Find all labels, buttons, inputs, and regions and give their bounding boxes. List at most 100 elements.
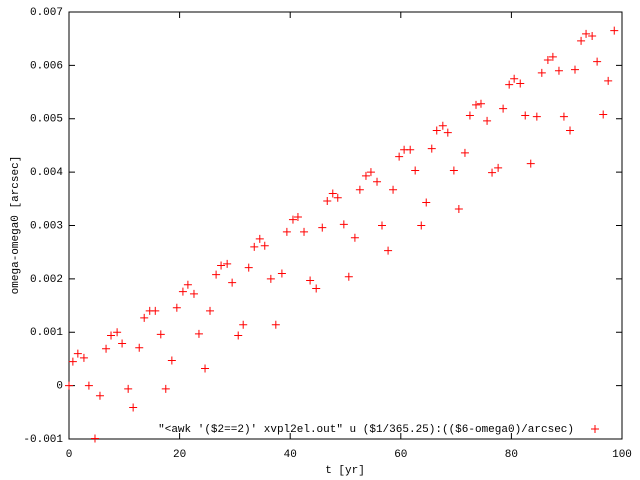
point	[355, 185, 364, 194]
point	[79, 353, 88, 362]
point	[217, 261, 226, 270]
point	[339, 220, 348, 229]
x-tick-label: 40	[284, 449, 297, 461]
point	[140, 313, 149, 322]
y-tick-label: 0.007	[30, 7, 63, 19]
point	[323, 196, 332, 205]
point	[223, 259, 232, 268]
point	[366, 168, 375, 177]
point	[488, 168, 497, 177]
point	[306, 276, 315, 285]
point	[422, 198, 431, 207]
y-tick-label: 0.004	[30, 167, 63, 179]
point	[118, 339, 127, 348]
point	[350, 233, 359, 242]
point	[454, 204, 463, 213]
point	[183, 280, 192, 289]
point	[161, 384, 170, 393]
point	[532, 112, 541, 121]
point	[588, 32, 597, 41]
point	[537, 68, 546, 77]
point	[90, 434, 99, 443]
point	[84, 381, 93, 390]
point	[526, 159, 535, 168]
point	[505, 80, 514, 89]
point	[476, 99, 485, 108]
y-axis-label: omega-omega0 [arcsec]	[10, 156, 22, 295]
point	[377, 221, 386, 230]
point	[73, 349, 82, 358]
point	[250, 242, 259, 251]
point	[312, 284, 321, 293]
point	[411, 166, 420, 175]
point	[566, 126, 575, 135]
point	[156, 330, 165, 339]
point	[172, 303, 181, 312]
point	[266, 274, 275, 283]
point	[417, 221, 426, 230]
point	[113, 328, 122, 337]
point	[151, 306, 160, 315]
point	[554, 66, 563, 75]
point	[95, 391, 104, 400]
point	[65, 381, 73, 390]
point	[135, 343, 144, 352]
point	[201, 364, 210, 373]
point	[107, 331, 116, 340]
y-tick-label: 0.001	[30, 327, 63, 339]
point	[361, 171, 370, 180]
point	[300, 227, 309, 236]
point	[344, 272, 353, 281]
point	[582, 29, 591, 38]
point	[189, 289, 198, 298]
point	[548, 52, 557, 61]
y-tick-label: -0.001	[23, 434, 63, 446]
point	[206, 306, 215, 315]
point	[449, 166, 458, 175]
point	[483, 116, 492, 125]
point	[438, 121, 447, 130]
point	[472, 100, 481, 109]
point	[239, 320, 248, 329]
y-tick-label: 0.002	[30, 274, 63, 286]
point	[443, 128, 452, 137]
point	[406, 145, 415, 154]
point	[559, 112, 568, 121]
y-tick-label: 0.006	[30, 60, 63, 72]
point	[460, 148, 469, 157]
point	[68, 357, 77, 366]
point	[494, 163, 503, 172]
point	[260, 241, 269, 250]
legend-marker	[591, 425, 599, 433]
point	[499, 104, 508, 113]
point	[373, 177, 382, 186]
point	[271, 320, 280, 329]
point	[593, 57, 602, 66]
point	[427, 144, 436, 153]
point	[543, 56, 552, 65]
point	[610, 26, 619, 35]
x-tick-label: 60	[394, 449, 407, 461]
point	[577, 36, 586, 45]
y-tick-label: 0	[56, 381, 63, 393]
point	[395, 152, 404, 161]
point	[389, 185, 398, 194]
x-axis-label: t [yr]	[325, 465, 365, 477]
point	[194, 329, 203, 338]
point	[384, 246, 393, 255]
point	[293, 212, 302, 221]
point	[282, 227, 291, 236]
point	[234, 331, 243, 340]
point	[333, 193, 342, 202]
point	[599, 110, 608, 119]
point	[124, 384, 133, 393]
point	[328, 189, 337, 198]
point	[167, 356, 176, 365]
point	[228, 278, 237, 287]
point	[178, 287, 187, 296]
point	[516, 79, 525, 88]
legend-label: "<awk '($2==2)' xvpl2el.out" u ($1/365.2…	[158, 424, 574, 436]
x-tick-label: 80	[505, 449, 518, 461]
